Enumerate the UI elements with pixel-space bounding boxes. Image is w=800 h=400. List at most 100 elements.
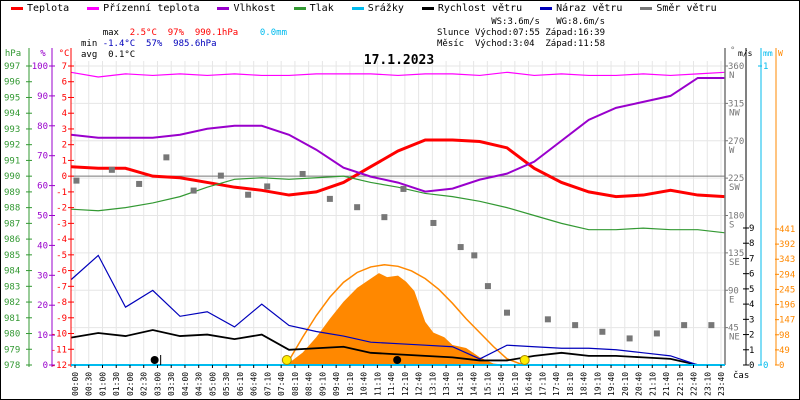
x-tick-label: 16:40 xyxy=(525,372,534,396)
temperature-tick-label: 1 xyxy=(62,156,67,166)
temperature-tick-label: -7 xyxy=(56,282,67,292)
stat-min-label: min xyxy=(81,39,98,49)
pressure-tick-label: 979 xyxy=(4,345,20,355)
moon-marker-icon xyxy=(150,356,159,364)
temperature-axis-unit: °C xyxy=(59,49,70,59)
solar-tick-label: 49 xyxy=(779,346,790,356)
direction-tick-label: 315 xyxy=(728,99,744,109)
legend-label: Srážky xyxy=(367,3,404,14)
x-tick-label: 07:10 xyxy=(263,372,272,396)
temperature-tick-label: -10 xyxy=(51,330,67,340)
temperature-tick-label: 2 xyxy=(62,141,67,151)
stat-max-label: max xyxy=(102,28,119,38)
temperature-tick-label: 6 xyxy=(62,78,67,88)
temperature-tick-label: -11 xyxy=(51,345,67,355)
solar-tick-label: 147 xyxy=(779,316,795,326)
temperature-tick-label: -1 xyxy=(56,188,67,198)
x-tick-label: 03:00 xyxy=(153,372,162,396)
temperature-tick-label: -6 xyxy=(56,267,67,277)
wind-direction-point xyxy=(217,172,224,179)
x-tick-label: 01:30 xyxy=(112,372,121,396)
wind-direction-point xyxy=(299,170,306,177)
direction-tick-label: 270 xyxy=(728,137,744,147)
x-tick-label: 21:40 xyxy=(662,372,671,396)
series-lines xyxy=(70,71,726,366)
humidity-axis-unit: % xyxy=(40,49,46,59)
direction-compass-label: W xyxy=(729,146,735,156)
wind-direction-point xyxy=(163,154,170,161)
pressure-tick-label: 985 xyxy=(4,251,20,261)
wind-tick-label: 9 xyxy=(749,224,754,234)
temperature-tick-label: 7 xyxy=(62,62,67,72)
x-tick-label: 10:40 xyxy=(360,372,369,396)
x-axis-label: čas xyxy=(733,370,749,381)
wind-direction-point xyxy=(653,330,660,337)
pressure-tick-label: 995 xyxy=(4,93,20,103)
solar-axis-unit: W xyxy=(778,49,783,58)
x-tick-label: 02:30 xyxy=(140,372,149,396)
wind-tick-label: 2 xyxy=(749,331,754,341)
wind-direction-point xyxy=(136,180,143,187)
wind-direction-point xyxy=(599,328,606,335)
x-tick-label: 07:40 xyxy=(277,372,286,396)
solar-tick-label: 196 xyxy=(779,301,795,311)
solar-tick-label: 0 xyxy=(779,361,784,371)
wind-axis-unit: m/s xyxy=(738,49,753,58)
wind-direction-point xyxy=(326,195,333,202)
humidity-tick-label: 70 xyxy=(37,152,48,162)
x-tick-label: 21:10 xyxy=(648,372,657,396)
sun-marker-icon xyxy=(281,355,292,365)
pressure-tick-label: 988 xyxy=(4,204,20,214)
pressure-tick-label: 990 xyxy=(4,172,20,182)
x-tick-label: 17:10 xyxy=(538,372,547,396)
legend-swatch xyxy=(11,7,23,10)
x-tick-label: 11:40 xyxy=(387,372,396,396)
pressure-tick-label: 981 xyxy=(4,314,20,324)
x-tick-label: 23:40 xyxy=(717,372,726,396)
axes: hPa9979969959949939929919909899889879869… xyxy=(4,46,795,396)
x-tick-label: 01:00 xyxy=(98,372,107,396)
solar-tick-label: 441 xyxy=(779,225,795,235)
humidity-tick-label: 40 xyxy=(37,241,48,251)
pressure-tick-label: 991 xyxy=(4,156,20,166)
temperature-tick-label: -12 xyxy=(51,361,67,371)
legend-swatch xyxy=(351,7,364,10)
x-tick-label: 15:40 xyxy=(497,372,506,396)
pressure-tick-label: 980 xyxy=(4,330,20,340)
wind-direction-point xyxy=(471,252,478,259)
pressure-axis-unit: hPa xyxy=(5,49,21,59)
rain-tick-label: 0 xyxy=(763,361,768,371)
x-tick-label: 09:10 xyxy=(318,372,327,396)
pressure-tick-label: 983 xyxy=(4,282,20,292)
pressure-tick-label: 993 xyxy=(4,125,20,135)
wind-direction-point xyxy=(73,177,80,184)
wind-direction-point xyxy=(190,187,197,194)
stat-max-temp: 2.5°C xyxy=(129,28,157,38)
legend-item: Srážky xyxy=(351,3,404,14)
x-tick-label: 15:10 xyxy=(483,372,492,396)
direction-tick-label: 225 xyxy=(728,174,744,184)
moon-label: Měsíc xyxy=(437,39,465,49)
sunrise: Východ:07:55 xyxy=(474,28,540,38)
solar-tick-label: 343 xyxy=(779,255,795,265)
wind-tick-label: 6 xyxy=(749,270,754,280)
series-line-rychlost-větru xyxy=(70,329,725,366)
x-tick-label: 12:10 xyxy=(401,372,410,396)
x-tick-label: 22:40 xyxy=(690,372,699,396)
sunset: Západ:16:39 xyxy=(545,28,605,38)
pressure-tick-label: 982 xyxy=(4,298,20,308)
pressure-tick-label: 986 xyxy=(4,235,20,245)
humidity-tick-label: 80 xyxy=(37,122,48,132)
x-tick-label: 04:30 xyxy=(195,372,204,396)
moonrise: Východ:3:04 xyxy=(474,39,535,49)
humidity-tick-label: 10 xyxy=(37,331,48,341)
legend-item: Přízenní teplota xyxy=(87,3,199,14)
direction-compass-label: NE xyxy=(729,333,740,343)
pressure-tick-label: 984 xyxy=(4,267,20,277)
x-tick-label: 02:00 xyxy=(126,372,135,396)
pressure-tick-label: 996 xyxy=(4,78,20,88)
moon-marker-icon xyxy=(393,356,402,364)
x-tick-label: 20:40 xyxy=(635,372,644,396)
x-tick-label: 14:10 xyxy=(456,372,465,396)
